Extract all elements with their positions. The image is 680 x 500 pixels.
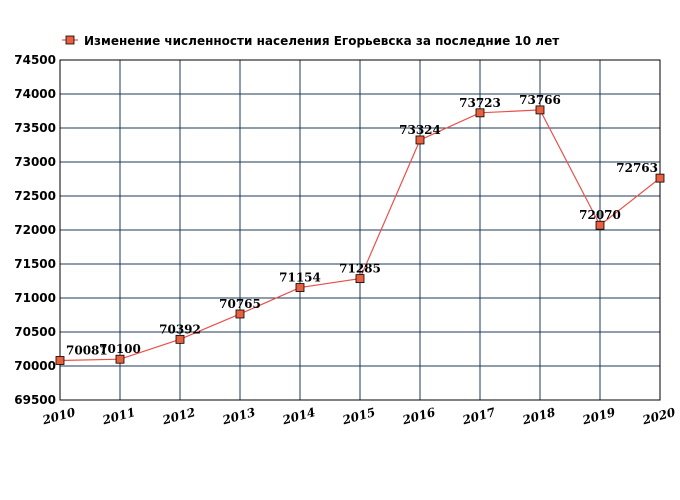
- data-point: [415, 135, 425, 145]
- plot-frame: [59, 59, 661, 401]
- data-point: [235, 309, 245, 319]
- y-tick-label: 74500: [14, 53, 56, 67]
- y-axis-ticks: 69500 70000 70500 71000 71500 72000 72500 73000…: [14, 53, 56, 407]
- x-tick-label: 2011: [100, 405, 137, 427]
- legend-entry: Изменение численности населения Егорьевс…: [84, 34, 559, 48]
- data-label: 72070: [579, 208, 621, 222]
- data-point: [175, 334, 185, 344]
- data-point: [595, 220, 605, 230]
- y-tick-label: 70000: [14, 359, 56, 373]
- x-tick-label: 2010: [40, 405, 77, 428]
- x-axis-ticks: 2010 2011 2012 2013 2014 2015 2016 2017 2018 2019…: [40, 405, 677, 428]
- y-tick-label: 72500: [14, 189, 56, 203]
- y-tick-label: 72000: [14, 223, 56, 237]
- series-markers: [55, 105, 665, 365]
- data-label: 71285: [339, 262, 381, 276]
- x-tick-label: 2017: [460, 405, 497, 428]
- data-label: 73324: [399, 123, 441, 137]
- y-tick-label: 73000: [14, 155, 56, 169]
- data-point: [535, 105, 545, 115]
- x-tick-label: 2020: [640, 405, 677, 428]
- x-tick-label: 2013: [220, 405, 257, 427]
- y-tick-label: 70500: [14, 325, 56, 339]
- data-point: [655, 173, 665, 183]
- y-tick-label: 74000: [14, 87, 56, 101]
- data-label: 70765: [219, 297, 261, 311]
- y-tick-label: 69500: [14, 393, 56, 407]
- legend: Изменение численности населения Егорьевс…: [62, 34, 559, 48]
- data-label: 73766: [519, 93, 561, 107]
- data-label: 73723: [459, 96, 501, 110]
- data-label: 70100: [99, 342, 141, 356]
- x-tick-label: 2012: [160, 405, 197, 427]
- y-tick-label: 71500: [14, 257, 56, 271]
- x-tick-label: 2018: [520, 405, 557, 428]
- data-point: [355, 274, 365, 284]
- data-point: [115, 354, 125, 364]
- data-label: 71154: [279, 271, 321, 285]
- y-tick-label: 71000: [14, 291, 56, 305]
- y-tick-label: 73500: [14, 121, 56, 135]
- x-tick-label: 2019: [580, 405, 617, 428]
- data-label: 70392: [159, 322, 201, 336]
- data-point: [295, 283, 305, 292]
- x-tick-label: 2015: [340, 405, 377, 427]
- data-label: 72763: [616, 161, 658, 175]
- data-label: 70081: [66, 343, 108, 357]
- x-tick-label: 2016: [400, 405, 437, 428]
- x-tick-label: 2014: [280, 405, 317, 427]
- data-point: [475, 108, 485, 118]
- legend-marker-sample: [65, 35, 75, 45]
- data-point: [55, 356, 65, 365]
